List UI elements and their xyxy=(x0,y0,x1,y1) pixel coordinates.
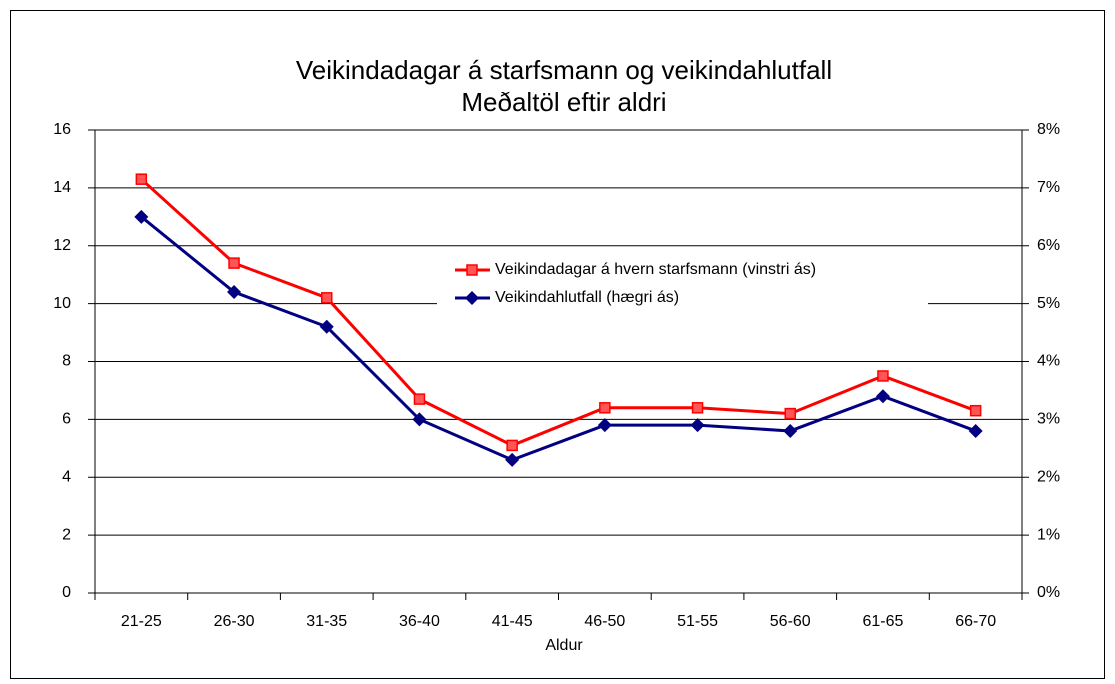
x-axis-label: Aldur xyxy=(545,637,583,654)
y-tick-label: 14 xyxy=(53,179,71,196)
legend xyxy=(437,252,928,318)
data-point xyxy=(690,418,705,433)
legend-label: Veikindadagar á hvern starfsmann (vinstr… xyxy=(495,261,816,278)
data-point xyxy=(968,423,983,438)
x-tick-label: 26-30 xyxy=(214,613,255,630)
x-tick-label: 46-50 xyxy=(584,613,625,630)
series-line xyxy=(140,178,977,448)
chart-title: Veikindadagar á starfsmann og veikindahl… xyxy=(296,55,832,85)
legend-marker xyxy=(465,291,479,305)
data-point xyxy=(691,402,704,414)
x-tick-label: 36-40 xyxy=(399,613,440,630)
y-tick-label: 8 xyxy=(62,353,71,370)
y2-tick-label: 4% xyxy=(1037,353,1060,370)
x-tick-label: 21-25 xyxy=(121,613,162,630)
y-tick-label: 12 xyxy=(53,237,71,254)
y2-tick-label: 2% xyxy=(1037,468,1060,485)
data-point xyxy=(599,402,611,414)
y-tick-label: 6 xyxy=(62,411,71,428)
legend-marker xyxy=(466,264,478,276)
chart-frame xyxy=(10,10,1105,679)
series-line xyxy=(140,215,977,462)
y2-tick-label: 6% xyxy=(1037,237,1060,254)
data-point xyxy=(135,173,148,185)
y2-tick-label: 0% xyxy=(1037,584,1060,601)
x-tick-label: 31-35 xyxy=(306,613,347,630)
data-point xyxy=(597,418,612,433)
x-tick-label: 51-55 xyxy=(677,613,718,630)
x-tick-label: 41-45 xyxy=(492,613,533,630)
data-point xyxy=(412,412,427,427)
y2-tick-label: 8% xyxy=(1037,121,1060,138)
x-tick-label: 56-60 xyxy=(770,613,811,630)
data-point xyxy=(228,257,240,269)
y-tick-label: 4 xyxy=(62,468,71,485)
data-point xyxy=(969,404,982,417)
data-point xyxy=(227,285,242,300)
data-point xyxy=(319,319,334,334)
data-point xyxy=(875,389,890,404)
y-tick-label: 16 xyxy=(53,121,71,138)
y2-tick-label: 5% xyxy=(1037,295,1060,312)
x-tick-label: 66-70 xyxy=(955,613,996,630)
data-point xyxy=(413,393,426,405)
chart-subtitle: Meðaltöl eftir aldri xyxy=(461,87,666,117)
legend-label: Veikindahlutfall (hægri ás) xyxy=(495,289,679,306)
y-tick-label: 0 xyxy=(62,584,71,601)
y2-tick-label: 7% xyxy=(1037,179,1060,196)
y-tick-label: 2 xyxy=(62,526,71,543)
y2-tick-label: 3% xyxy=(1037,411,1060,428)
x-tick-label: 61-65 xyxy=(862,613,903,630)
data-point xyxy=(784,407,796,420)
y2-tick-label: 1% xyxy=(1037,526,1060,543)
y-tick-label: 10 xyxy=(53,295,71,312)
data-point xyxy=(506,439,518,452)
data-point xyxy=(877,370,889,382)
data-point xyxy=(134,209,149,224)
data-point xyxy=(321,292,333,304)
data-point xyxy=(783,423,798,438)
data-point xyxy=(505,452,520,467)
